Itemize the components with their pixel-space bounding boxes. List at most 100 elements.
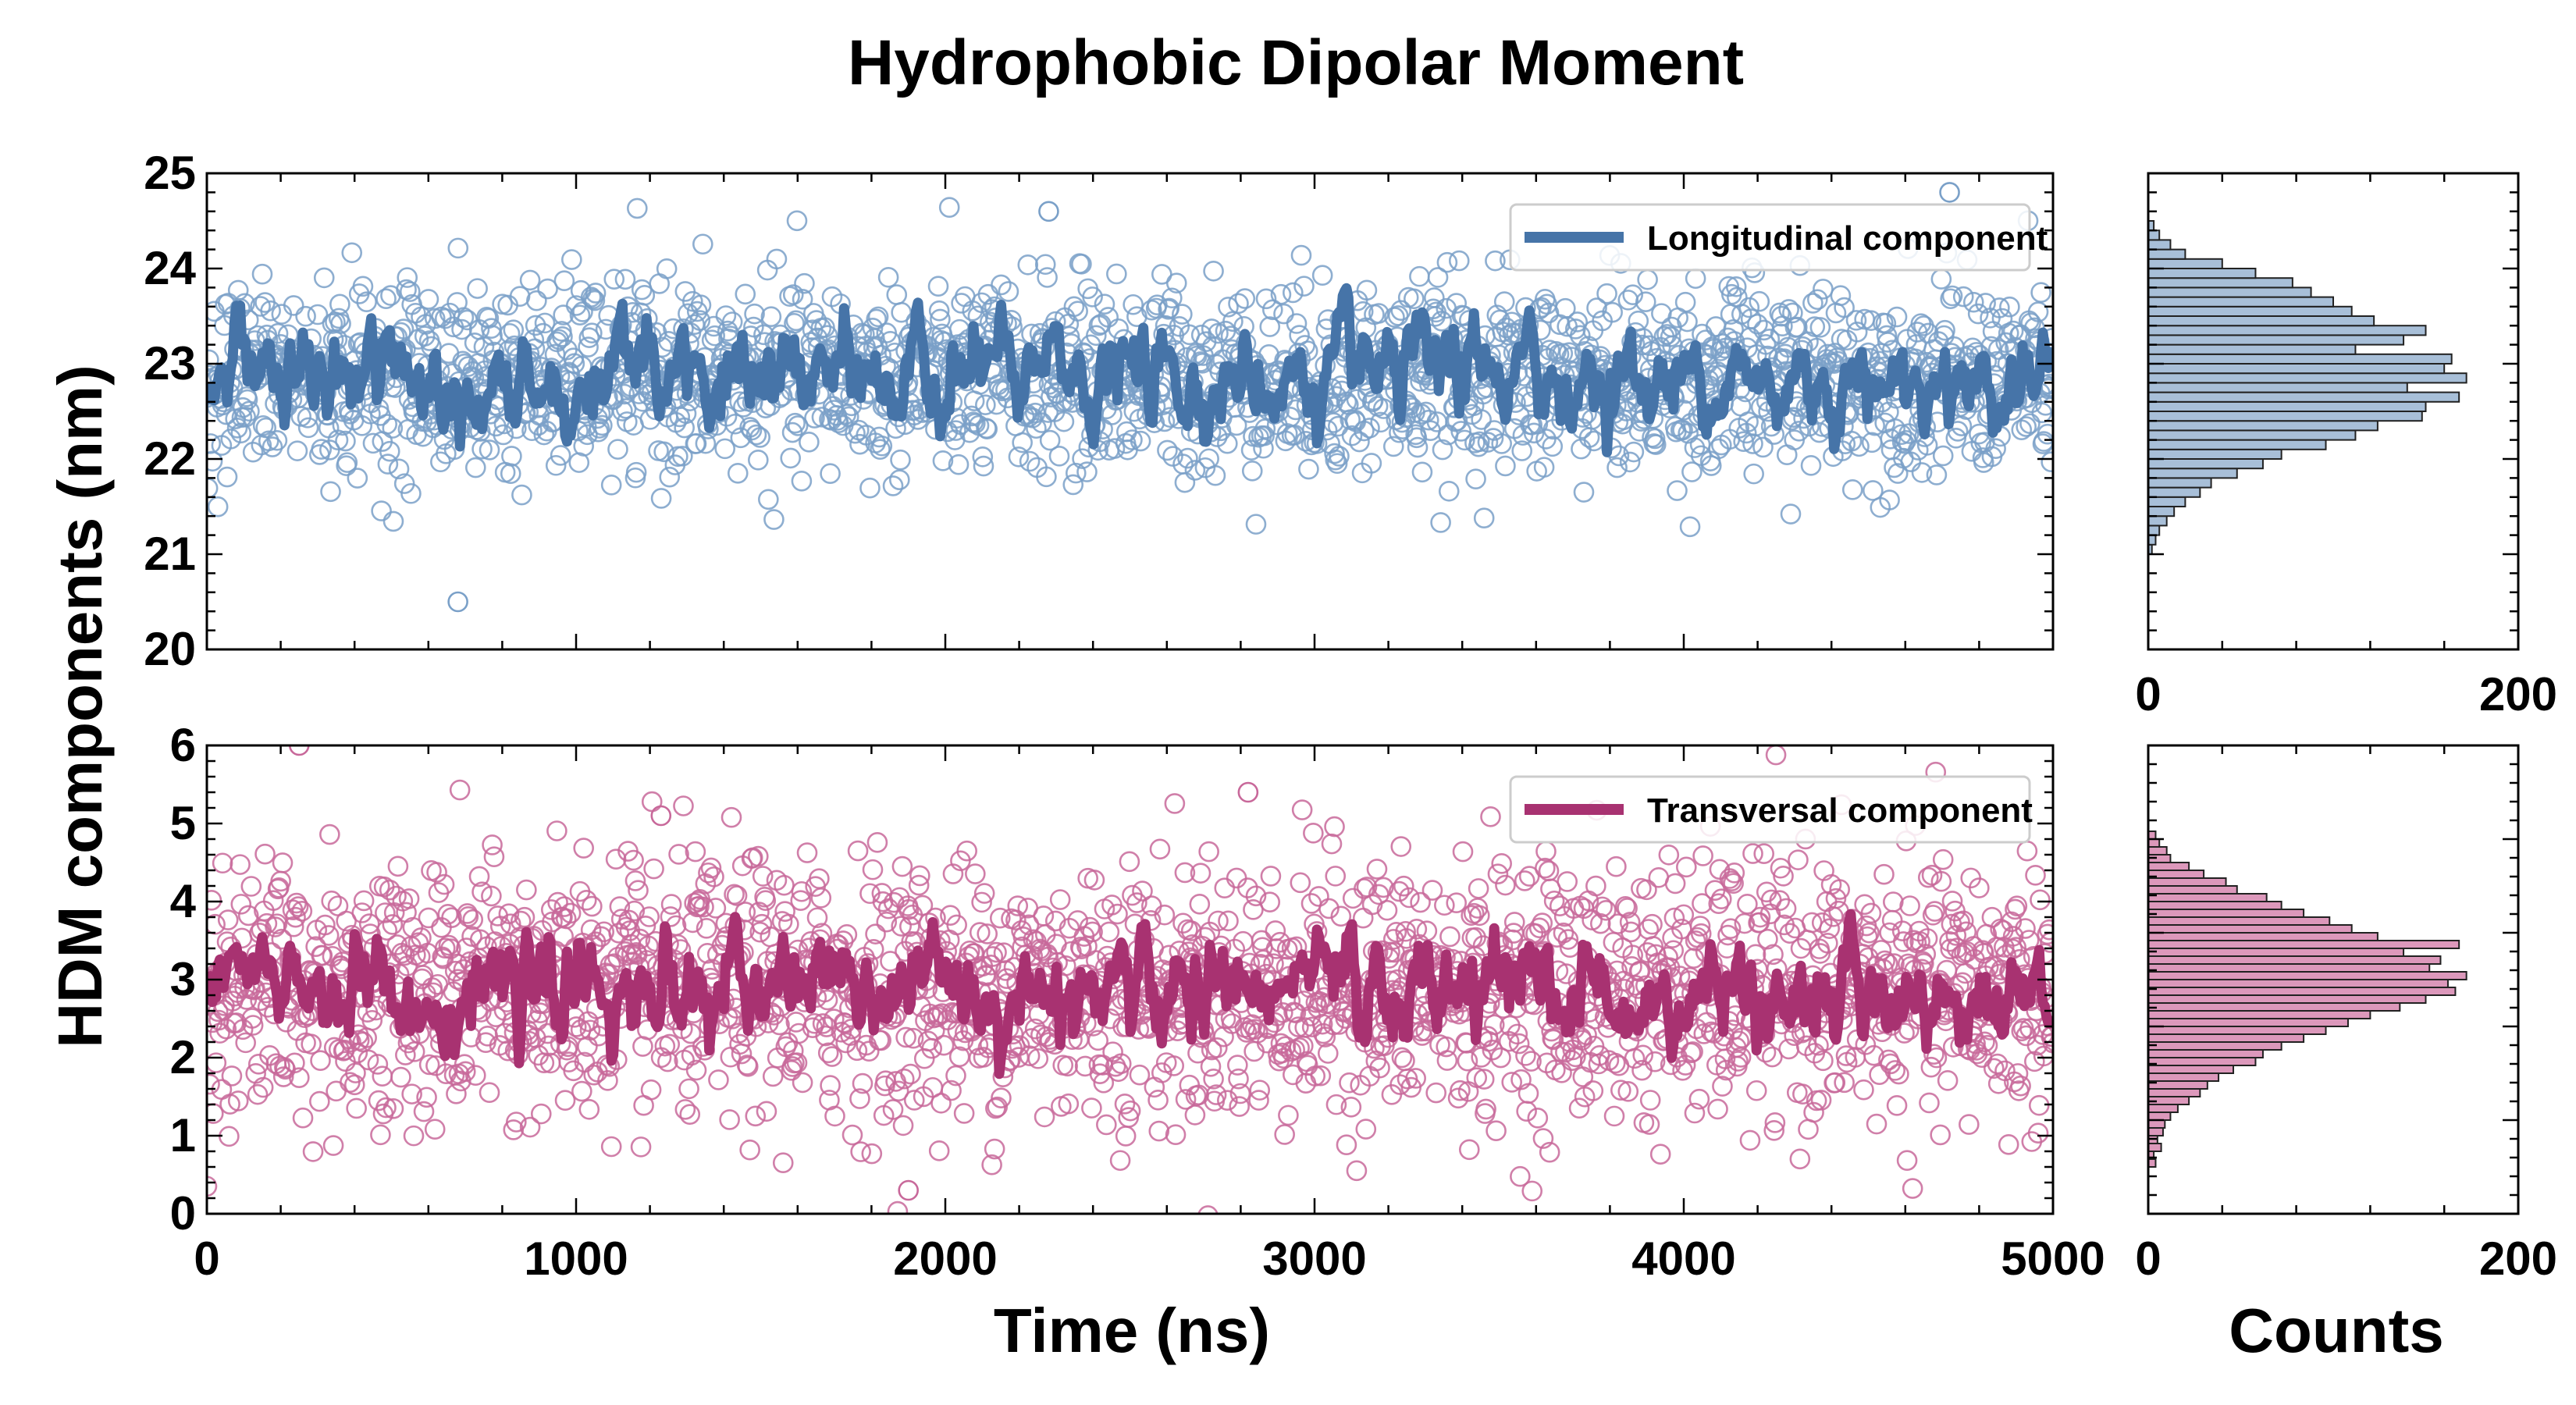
transversal-point	[289, 1067, 310, 1088]
transversal-point	[353, 890, 375, 912]
transversal-point	[946, 914, 967, 936]
longitudinal-point	[235, 407, 256, 428]
transversal-hist-bar	[2147, 1104, 2179, 1113]
transversal-hist-bar	[2147, 1049, 2264, 1058]
longitudinal-point	[787, 415, 809, 436]
hist-x-axis-label: Counts	[2229, 1296, 2444, 1365]
transversal-point	[1119, 1100, 1141, 1122]
longitudinal-point	[1076, 461, 1098, 482]
transversal-point	[705, 898, 727, 919]
transversal-point	[721, 1008, 743, 1030]
transversal-point	[1226, 867, 1247, 889]
longitudinal-point	[727, 463, 749, 484]
longitudinal-point	[1356, 279, 1378, 301]
transversal-point	[1468, 878, 1489, 899]
longitudinal-hist-bar	[2147, 248, 2186, 260]
longitudinal-point	[1037, 402, 1059, 423]
transversal-point	[987, 1096, 1009, 1118]
transversal-point	[237, 905, 259, 927]
transversal-point	[986, 941, 1007, 963]
longitudinal-point	[1830, 285, 1852, 307]
transversal-point	[577, 1036, 598, 1057]
longitudinal-point	[1926, 464, 1948, 486]
longitudinal-point	[721, 311, 743, 333]
transversal-point	[2030, 889, 2051, 911]
transversal-point	[849, 1088, 870, 1109]
transversal-point	[398, 888, 420, 909]
transversal-point	[928, 1140, 950, 1161]
transversal-point	[229, 854, 251, 875]
transversal-point	[1114, 1094, 1136, 1115]
transversal-point	[685, 841, 706, 863]
transversal-point	[1557, 871, 1578, 892]
transversal-point	[519, 1116, 541, 1138]
longitudinal-hist-bar	[2147, 296, 2334, 308]
transversal-point	[812, 1013, 834, 1034]
transversal-point	[969, 922, 991, 943]
longitudinal-point	[932, 450, 954, 471]
transversal-point	[737, 1056, 759, 1077]
transversal-point	[903, 1090, 925, 1111]
transversal-point	[1005, 909, 1026, 931]
longitudinal-point	[1290, 244, 1312, 266]
longitudinal-point	[2041, 451, 2053, 473]
transversal-point	[635, 916, 656, 937]
transversal-hist-bar	[2147, 909, 2305, 918]
transversal-point	[865, 923, 886, 944]
transversal-point	[1304, 1065, 1326, 1087]
longitudinal-point	[1446, 293, 1468, 314]
longitudinal-point	[545, 454, 567, 476]
transversal-point	[1325, 1094, 1347, 1115]
transversal-xtick-label: 0	[194, 1232, 219, 1285]
longitudinal-point	[748, 449, 769, 471]
transversal-point	[309, 1090, 330, 1112]
transversal-point	[930, 1092, 952, 1114]
longitudinal-point	[1962, 291, 1984, 313]
transversal-data	[207, 745, 2053, 1214]
transversal-point	[1109, 1150, 1131, 1172]
longitudinal-point	[1934, 319, 1955, 341]
longitudinal-point	[1802, 293, 1823, 314]
transversal-point	[322, 1135, 344, 1156]
transversal-point	[1739, 1129, 1761, 1151]
longitudinal-point	[1226, 414, 1247, 436]
longitudinal-point	[1431, 310, 1453, 332]
transversal-point	[1585, 875, 1606, 897]
longitudinal-point	[1477, 432, 1499, 453]
transversal-hist-bar	[2147, 987, 2457, 996]
transversal-point	[1249, 1080, 1271, 1101]
longitudinal-point	[1201, 318, 1222, 340]
transversal-hist-xtick-label: 0	[2135, 1232, 2161, 1285]
transversal-hist-bar	[2147, 1143, 2162, 1152]
longitudinal-point	[230, 422, 252, 444]
transversal-point	[319, 823, 340, 845]
longitudinal-point	[1122, 429, 1143, 450]
longitudinal-point	[744, 303, 765, 325]
longitudinal-point	[1329, 446, 1350, 467]
longitudinal-point	[1725, 276, 1747, 297]
longitudinal-point	[397, 267, 418, 288]
transversal-point	[441, 907, 462, 929]
longitudinal-point	[1886, 306, 1908, 328]
longitudinal-hist-bar	[2147, 353, 2453, 365]
longitudinal-hist-bar	[2147, 305, 2353, 317]
transversal-point	[1229, 1083, 1251, 1104]
transversal-point	[449, 779, 471, 801]
longitudinal-point	[1174, 471, 1196, 493]
transversal-point	[1058, 1093, 1080, 1115]
longitudinal-point	[1770, 305, 1792, 327]
longitudinal-point	[1637, 269, 1658, 290]
longitudinal-point	[267, 322, 289, 344]
longitudinal-point	[1745, 415, 1767, 437]
longitudinal-hist-bar	[2147, 268, 2257, 279]
longitudinal-point	[1755, 334, 1777, 355]
chart-title: Hydrophobic Dipolar Moment	[848, 27, 1744, 98]
longitudinal-point	[1404, 288, 1425, 310]
longitudinal-point	[1098, 307, 1119, 328]
transversal-point	[454, 1054, 475, 1076]
transversal-point	[546, 820, 568, 841]
transversal-point	[1248, 1090, 1269, 1111]
longitudinal-hist-bar	[2147, 343, 2357, 355]
transversal-point	[899, 916, 920, 937]
